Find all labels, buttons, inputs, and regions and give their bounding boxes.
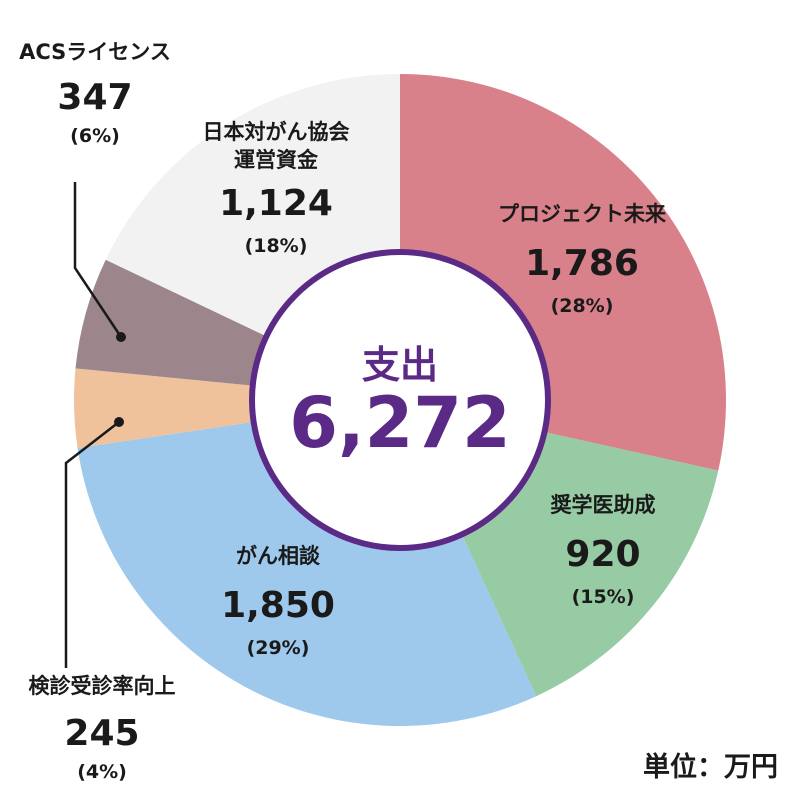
slice-category: ACSライセンス [19, 40, 171, 64]
leader-line-acs-dot [116, 332, 126, 342]
leader-line-screening-dot [114, 417, 124, 427]
center-title: 支出 [361, 343, 439, 387]
slice-category: プロジェクト未来 [498, 202, 666, 226]
slice-category: 日本対がん協会 運営資金 [202, 120, 350, 172]
slice-percent: (28%) [550, 295, 614, 317]
slice-value: 920 [565, 534, 641, 575]
slice-percent: (6%) [70, 125, 120, 147]
pie-slice-3 [74, 368, 401, 449]
unit-label: 単位：万円 [643, 752, 778, 783]
center-total: 6,272 [289, 382, 511, 464]
slice-label-project-mirai: プロジェクト未来 1,786 (28%) [498, 200, 666, 318]
leader-line-screening [64, 421, 120, 668]
slice-label-screening: 検診受診率向上 245 (4%) [29, 672, 176, 784]
slice-percent: (15%) [571, 586, 635, 608]
leader-line-acs [73, 182, 123, 338]
slice-percent: (18%) [244, 235, 308, 257]
slice-value: 245 [64, 713, 140, 754]
center-ring [249, 249, 551, 551]
slice-value: 1,786 [525, 243, 639, 284]
slice-percent: (4%) [77, 761, 127, 783]
slice-label-acs-license: ACSライセンス 347 (6%) [19, 38, 171, 148]
slice-value: 1,850 [221, 585, 335, 626]
slice-value: 1,124 [219, 183, 333, 224]
slice-category: がん相談 [236, 544, 320, 568]
slice-label-scholarship: 奨学医助成 920 (15%) [551, 491, 656, 609]
slice-label-operating-funds: 日本対がん協会 運営資金 1,124 (18%) [203, 118, 350, 258]
slice-category: 検診受診率向上 [28, 674, 176, 698]
slice-percent: (29%) [246, 637, 310, 659]
slice-value: 347 [57, 77, 133, 118]
slice-category: 奨学医助成 [550, 493, 656, 517]
slice-label-cancer-consultation: がん相談 1,850 (29%) [221, 542, 335, 660]
